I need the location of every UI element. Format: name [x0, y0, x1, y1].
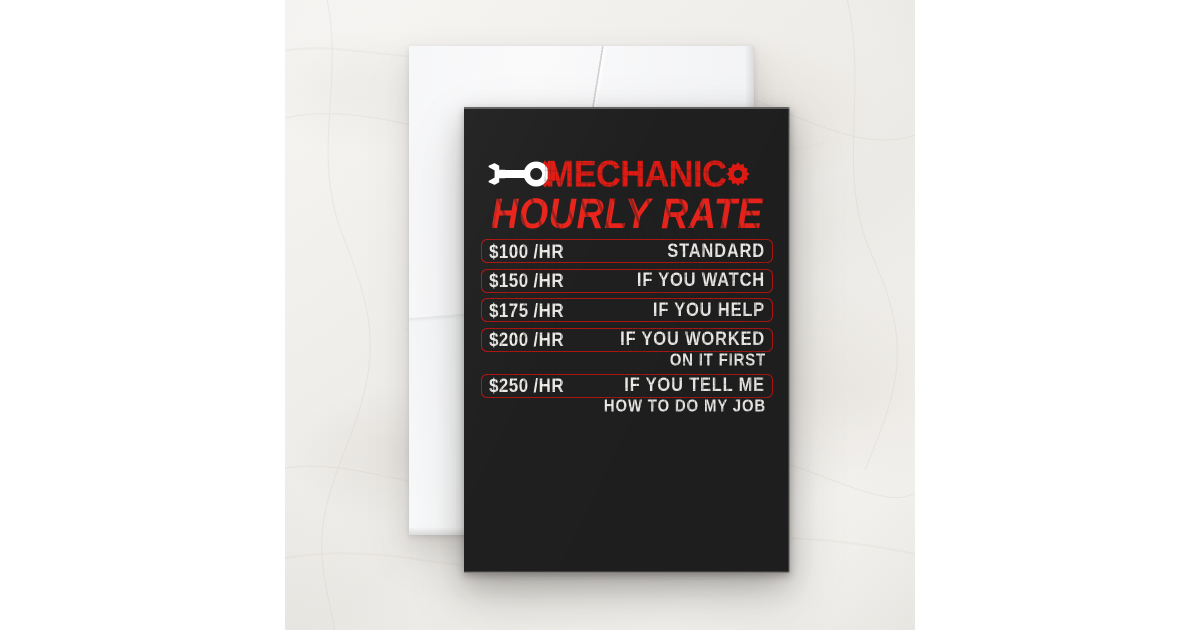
card-right-edge — [788, 107, 790, 573]
rate-price: $250 /HR — [487, 373, 566, 398]
rate-continuation: ON IT FIRST — [668, 348, 768, 372]
table-row: $175 /HR IF YOU HELP — [481, 297, 773, 323]
title-line-1: MECHANIC — [481, 152, 773, 194]
table-row: $250 /HR IF YOU TELL ME — [481, 373, 773, 398]
title-hourly-rate: HOURLY RATE — [478, 188, 776, 239]
table-row: $150 /HR IF YOU WATCH — [481, 268, 773, 293]
rate-price: $100 /HR — [487, 238, 566, 264]
card-top-edge — [464, 107, 790, 109]
rate-continuation-row: ON IT FIRST — [481, 348, 773, 372]
rate-desc: STANDARD — [666, 239, 766, 263]
title-mechanic: MECHANIC — [544, 152, 728, 194]
rate-desc: IF YOU WORKED — [619, 327, 766, 351]
rate-price: $200 /HR — [487, 327, 566, 352]
card-artwork: MECHANIC HOURLY RATE $100 /HR — [481, 152, 773, 420]
product-photo: MECHANIC HOURLY RATE $100 /HR — [285, 0, 915, 630]
rate-price: $150 /HR — [487, 268, 566, 293]
rate-desc: IF YOU WATCH — [635, 268, 767, 292]
rate-desc: IF YOU HELP — [651, 298, 767, 322]
rate-continuation-row: HOW TO DO MY JOB — [481, 394, 773, 418]
rate-list: $100 /HR STANDARD $150 /HR IF YOU WATCH … — [481, 238, 773, 418]
wrench-icon — [488, 161, 549, 187]
gear-icon — [725, 161, 750, 186]
rate-desc: IF YOU TELL ME — [623, 373, 766, 397]
table-row: $200 /HR IF YOU WORKED — [481, 327, 773, 352]
rate-price: $175 /HR — [487, 297, 566, 323]
rate-continuation: HOW TO DO MY JOB — [602, 394, 768, 418]
card-bottom-edge — [464, 571, 790, 573]
greeting-card: MECHANIC HOURLY RATE $100 /HR — [464, 107, 790, 573]
table-row: $100 /HR STANDARD — [481, 238, 773, 264]
title-hourly-rate-text: HOURLY RATE — [489, 188, 765, 239]
